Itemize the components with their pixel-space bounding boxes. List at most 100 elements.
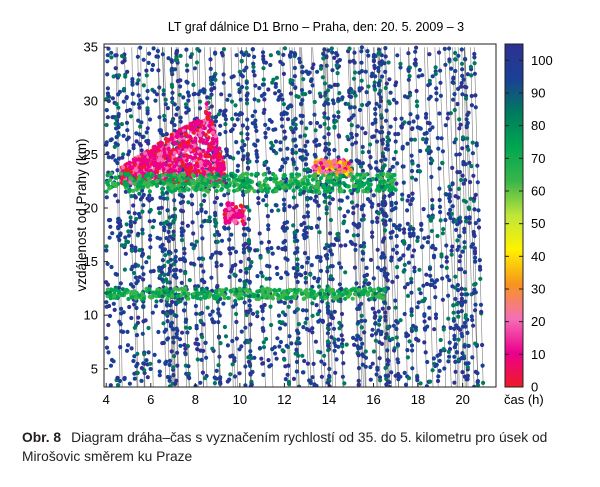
data-point bbox=[355, 189, 360, 194]
data-point bbox=[409, 168, 415, 174]
data-point bbox=[408, 234, 413, 239]
data-point bbox=[360, 126, 365, 131]
data-point bbox=[198, 318, 203, 323]
data-point bbox=[340, 344, 345, 349]
data-point bbox=[289, 295, 294, 300]
data-point bbox=[160, 190, 165, 195]
data-point bbox=[150, 67, 155, 72]
data-point bbox=[472, 51, 477, 57]
data-point bbox=[322, 102, 327, 107]
data-point bbox=[370, 234, 375, 239]
data-point bbox=[160, 52, 165, 57]
data-point bbox=[347, 59, 352, 64]
data-point bbox=[150, 290, 155, 295]
data-point bbox=[348, 188, 353, 193]
data-point bbox=[421, 137, 426, 142]
data-point bbox=[233, 173, 238, 178]
data-point bbox=[280, 310, 286, 315]
data-point bbox=[205, 305, 210, 310]
data-point bbox=[415, 103, 420, 109]
data-point bbox=[295, 339, 300, 344]
data-point bbox=[213, 182, 218, 187]
data-point bbox=[124, 239, 129, 244]
data-point bbox=[148, 153, 153, 158]
data-point bbox=[402, 241, 407, 246]
data-point bbox=[190, 202, 195, 207]
data-point bbox=[349, 94, 354, 99]
data-point bbox=[311, 361, 316, 366]
data-point bbox=[446, 359, 451, 364]
data-point bbox=[469, 103, 474, 108]
data-point bbox=[224, 173, 229, 178]
data-point bbox=[221, 111, 226, 117]
data-point bbox=[179, 280, 184, 285]
data-point bbox=[377, 356, 382, 361]
data-point bbox=[213, 119, 218, 124]
data-point bbox=[409, 280, 414, 285]
data-point bbox=[141, 277, 146, 282]
data-point bbox=[291, 159, 296, 165]
data-point bbox=[282, 292, 287, 297]
data-point bbox=[146, 164, 151, 169]
data-point bbox=[237, 89, 242, 95]
data-point bbox=[446, 111, 451, 116]
data-point bbox=[200, 370, 205, 375]
data-point bbox=[336, 97, 341, 102]
data-point bbox=[373, 54, 378, 59]
data-point bbox=[217, 232, 222, 237]
data-point bbox=[172, 140, 177, 145]
data-point bbox=[155, 48, 160, 54]
data-point bbox=[120, 155, 125, 160]
data-point bbox=[146, 350, 151, 355]
data-point bbox=[153, 98, 158, 103]
data-point bbox=[259, 270, 264, 275]
data-point bbox=[282, 357, 287, 362]
data-point bbox=[230, 202, 235, 207]
data-point bbox=[132, 220, 137, 225]
data-point bbox=[363, 364, 368, 369]
data-point bbox=[476, 225, 482, 230]
data-point bbox=[130, 165, 135, 170]
data-point bbox=[292, 230, 297, 235]
data-point bbox=[138, 45, 143, 50]
data-point bbox=[438, 218, 443, 223]
data-point bbox=[463, 199, 469, 204]
data-point bbox=[178, 177, 183, 182]
data-point bbox=[176, 287, 181, 292]
data-point bbox=[365, 197, 371, 202]
data-point bbox=[363, 131, 368, 136]
data-point bbox=[342, 214, 347, 219]
data-point bbox=[125, 137, 130, 142]
data-point bbox=[449, 252, 454, 257]
data-point bbox=[293, 351, 298, 356]
data-point bbox=[204, 355, 209, 360]
x-tick-label: 10 bbox=[233, 392, 247, 407]
data-point bbox=[247, 184, 252, 189]
data-point bbox=[293, 126, 298, 131]
data-point bbox=[234, 140, 239, 145]
data-point bbox=[462, 320, 467, 325]
data-point bbox=[337, 206, 343, 211]
data-point bbox=[205, 218, 210, 224]
data-point bbox=[107, 303, 112, 309]
data-point bbox=[246, 245, 251, 250]
data-point bbox=[147, 287, 152, 292]
data-point bbox=[376, 202, 381, 208]
data-point bbox=[123, 189, 128, 194]
data-point bbox=[406, 194, 411, 199]
data-point bbox=[231, 74, 236, 79]
data-point bbox=[383, 157, 388, 162]
data-point bbox=[453, 68, 458, 74]
data-point bbox=[436, 50, 442, 55]
data-point bbox=[165, 296, 170, 302]
trajectory-line bbox=[175, 47, 187, 387]
data-point bbox=[128, 176, 133, 181]
data-point bbox=[456, 314, 461, 319]
data-point bbox=[428, 218, 433, 223]
plot-area bbox=[103, 43, 497, 388]
data-point bbox=[372, 287, 377, 292]
data-point bbox=[217, 152, 222, 157]
data-point bbox=[455, 288, 461, 293]
data-point bbox=[120, 165, 126, 170]
data-point bbox=[136, 315, 141, 320]
